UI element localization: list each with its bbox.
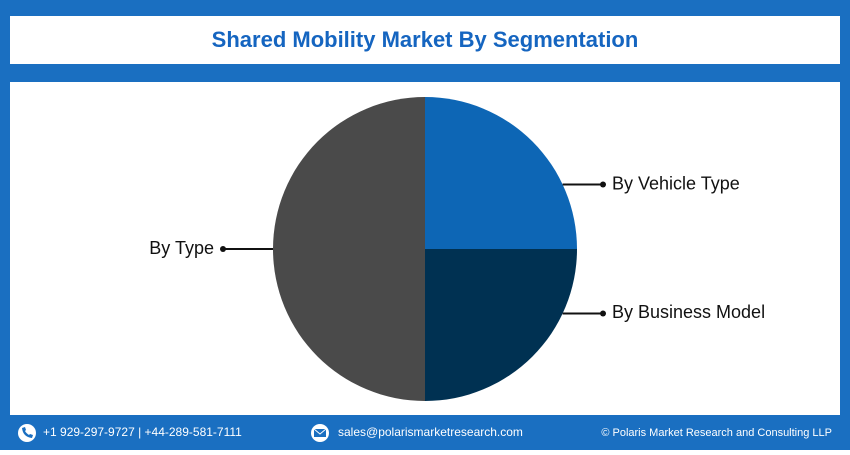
footer-phone: +1 929-297-9727 | +44-289-581-7111: [43, 425, 242, 439]
footer-copyright: © Polaris Market Research and Consulting…: [601, 427, 832, 439]
slice-label: By Business Model: [612, 302, 765, 322]
slice-label: By Vehicle Type: [612, 173, 740, 193]
leader-dot: [600, 310, 606, 317]
title-box: [10, 16, 840, 64]
leader-dot: [220, 246, 226, 252]
phone-icon: [18, 424, 36, 442]
leader-dot: [600, 181, 606, 188]
pie-slice: [425, 249, 577, 401]
email-icon: [311, 424, 329, 442]
pie-slice: [273, 97, 425, 401]
footer-email: sales@polarismarketresearch.com: [338, 425, 523, 439]
slice-label: By Type: [149, 238, 214, 258]
chart-title: Shared Mobility Market By Segmentation: [212, 27, 639, 52]
pie-slice: [425, 97, 577, 249]
